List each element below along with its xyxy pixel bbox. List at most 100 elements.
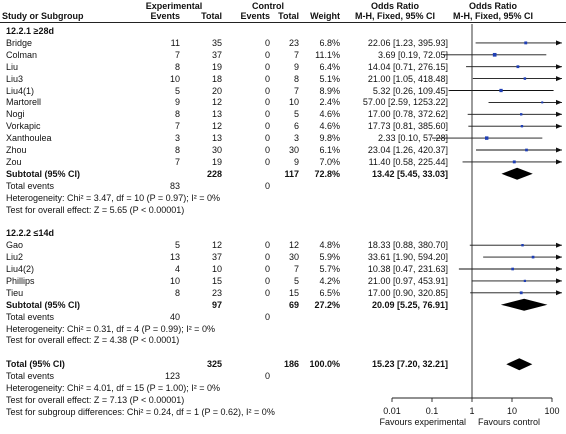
heterogeneity-0: Heterogeneity: Chi² = 3.47, df = 10 (P =… [6, 192, 220, 203]
favours-control-label: Favours control [478, 417, 541, 427]
study-1-3-weight: 4.2% [319, 275, 340, 286]
study-0-9-name: Zhou [6, 145, 27, 155]
header-plot-title: Odds Ratio [468, 1, 517, 11]
study-1-0-exp-events: 5 [174, 240, 180, 251]
study-0-6-weight: 4.6% [319, 109, 340, 120]
study-1-3-exp-total: 15 [211, 275, 222, 286]
study-0-6-ctl-events: 0 [264, 109, 270, 120]
study-1-2-name: Liu4(2) [6, 264, 35, 274]
total-diamond [506, 358, 533, 371]
header-ctl-events: Events [240, 11, 270, 21]
study-1-1-exp-total: 37 [211, 252, 222, 263]
study-0-1-ctl-total: 7 [293, 49, 299, 60]
x-tick-label-3: 10 [506, 406, 517, 416]
subtotal-1-ctl-total: 69 [288, 299, 299, 310]
study-0-8-exp-total: 13 [211, 133, 222, 144]
study-1-1-name: Liu2 [6, 252, 24, 263]
study-0-5-arrow-right [556, 99, 562, 105]
header-plot-method: M-H, Fixed, 95% CI [452, 11, 533, 21]
study-0-2-exp-total: 19 [211, 61, 222, 72]
study-0-5-weight: 2.4% [319, 97, 340, 108]
study-1-2-point [511, 267, 514, 271]
events-0-label: Total events [6, 180, 55, 191]
study-0-9-weight: 6.1% [319, 145, 340, 155]
study-1-3-point [523, 279, 527, 283]
study-0-9-ci-text: 23.04 [1.26, 420.37] [367, 145, 448, 155]
study-0-5-ci-text: 57.00 [2.59, 1253.22] [362, 97, 448, 108]
study-1-2-ctl-total: 7 [293, 264, 299, 274]
study-1-4-point [519, 291, 523, 295]
study-0-0-arrow-right [556, 40, 562, 46]
study-0-6-ctl-total: 5 [293, 109, 299, 120]
total-ci-text: 15.23 [7.20, 32.21] [371, 359, 448, 370]
study-0-7-ctl-total: 6 [293, 121, 299, 132]
subtotal-1-exp-total: 97 [211, 299, 222, 310]
study-1-2-exp-events: 4 [174, 264, 180, 274]
study-1-1-ctl-total: 30 [288, 252, 299, 263]
study-0-3-point [523, 77, 527, 80]
study-1-3-name: Phillips [6, 275, 35, 286]
study-0-1-ci-text: 3.69 [0.19, 72.05] [377, 49, 448, 60]
study-0-4-exp-events: 5 [174, 85, 180, 96]
x-tick-label-4: 100 [544, 406, 560, 416]
subtotal-0-ctl-total: 117 [284, 168, 299, 179]
study-0-4-weight: 8.9% [319, 85, 340, 96]
study-0-8-weight: 9.8% [319, 133, 340, 144]
study-0-7-arrow-right [556, 123, 562, 129]
study-1-2-ci-text: 10.38 [0.47, 231.63] [367, 264, 448, 274]
study-0-2-name: Liu [6, 61, 19, 72]
study-1-0-ctl-events: 0 [264, 240, 270, 251]
study-0-5-point [541, 101, 544, 104]
study-1-1-point [531, 255, 535, 259]
study-0-7-exp-events: 7 [174, 121, 180, 132]
study-1-3-exp-events: 10 [169, 275, 180, 286]
study-0-3-ci-text: 21.00 [1.05, 418.48] [367, 73, 448, 84]
study-0-2-exp-events: 8 [174, 61, 180, 72]
study-0-8-name: Xanthoulea [6, 133, 52, 144]
study-0-0-ci-text: 22.06 [1.23, 395.93] [367, 37, 448, 48]
study-1-1-ctl-events: 0 [264, 252, 270, 263]
study-0-0-ctl-total: 23 [288, 37, 299, 48]
study-0-9-exp-total: 30 [211, 145, 222, 155]
study-0-4-ctl-total: 7 [293, 85, 299, 96]
subtotal-1-weight: 27.2% [314, 299, 340, 310]
total-exp-total: 325 [206, 359, 222, 370]
study-1-1-arrow-right [556, 254, 562, 260]
study-0-7-exp-total: 12 [211, 121, 222, 132]
header-exp-total: Total [201, 11, 222, 21]
study-0-10-weight: 7.0% [319, 156, 340, 167]
overall-effect-1: Test for overall effect: Z = 4.38 (P < 0… [6, 335, 180, 346]
x-tick-label-2: 1 [469, 406, 475, 416]
study-0-3-ctl-events: 0 [264, 73, 270, 84]
study-0-10-point [512, 160, 516, 164]
x-tick-label-0: 0.01 [383, 406, 401, 416]
study-0-2-weight: 6.4% [319, 61, 340, 72]
study-1-0-arrow-right [556, 242, 562, 248]
study-1-1-ci-text: 33.61 [1.90, 594.20] [367, 252, 448, 263]
header-experimental: Experimental [145, 1, 203, 11]
study-0-3-ctl-total: 8 [293, 73, 299, 84]
study-0-2-arrow-right [556, 64, 562, 70]
study-0-6-name: Nogi [6, 109, 25, 120]
study-0-5-ctl-events: 0 [264, 97, 270, 108]
study-0-2-ctl-total: 9 [293, 61, 299, 72]
study-0-3-exp-events: 10 [169, 73, 180, 84]
events-1-label: Total events [6, 311, 55, 322]
study-1-3-arrow-right [556, 278, 562, 284]
subgroup-1-title: 12.2.2 ≤14d [6, 228, 54, 239]
heterogeneity-total: Heterogeneity: Chi² = 4.01, df = 15 (P =… [6, 383, 220, 393]
study-0-10-exp-total: 19 [211, 156, 222, 167]
study-0-10-exp-events: 7 [174, 156, 180, 167]
events-0-exp: 83 [169, 180, 180, 191]
study-0-9-point [525, 148, 528, 152]
study-0-7-ctl-events: 0 [264, 121, 270, 132]
study-0-10-ctl-total: 9 [293, 156, 299, 167]
total-label: Total (95% CI) [6, 359, 65, 370]
study-0-8-exp-events: 3 [174, 133, 180, 144]
study-1-4-weight: 6.5% [319, 287, 340, 298]
study-0-0-name: Bridge [6, 37, 33, 48]
study-0-0-exp-events: 11 [170, 37, 180, 48]
study-0-3-arrow-right [556, 76, 562, 82]
subgroup-differences: Test for subgroup differences: Chi² = 0.… [6, 406, 275, 417]
header-or-method: M-H, Fixed, 95% CI [354, 11, 435, 21]
